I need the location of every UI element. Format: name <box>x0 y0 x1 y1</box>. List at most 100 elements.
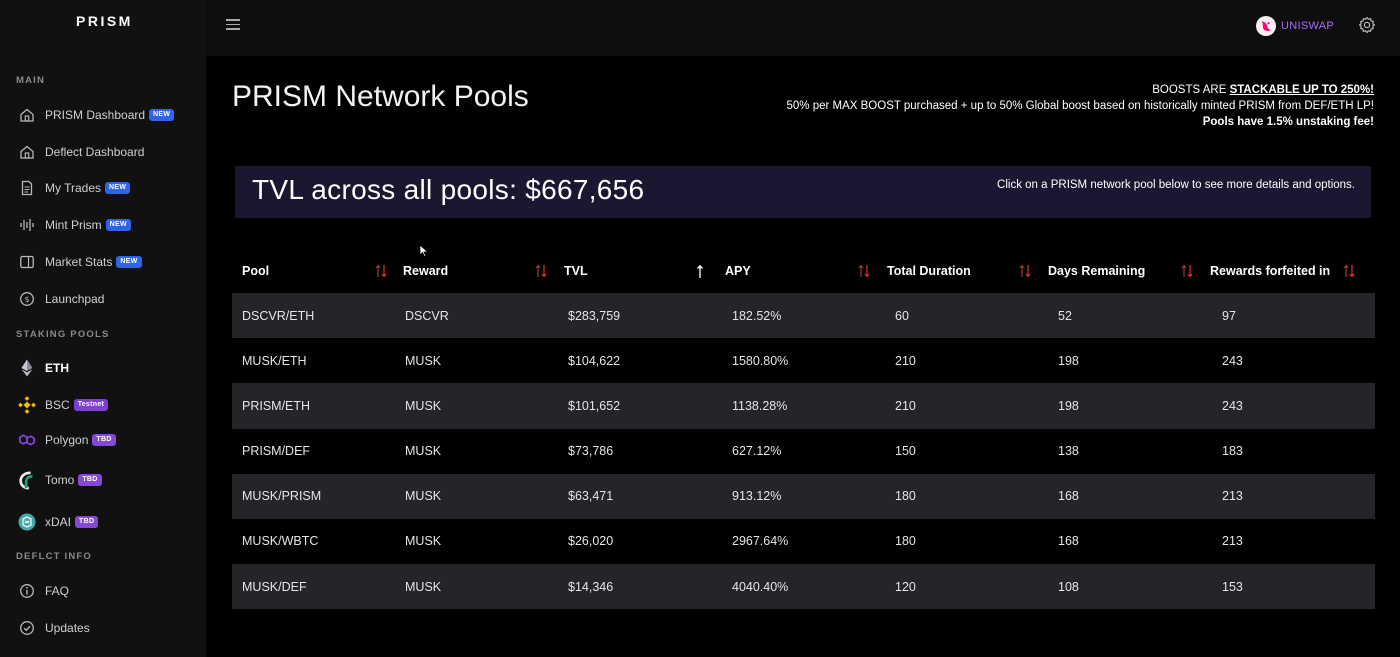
tvl-banner: TVL across all pools: $667,656 Click on … <box>235 166 1371 218</box>
cell-apy: 4040.40% <box>732 579 789 594</box>
testnet-badge: Testnet <box>73 399 109 411</box>
table-row[interactable]: PRISM/DEF MUSK $73,786 627.12% 150 138 1… <box>232 428 1375 474</box>
cell-rewards-forfeited: 213 <box>1222 534 1243 549</box>
cell-tvl: $26,020 <box>568 534 614 549</box>
sort-icon[interactable] <box>857 263 871 279</box>
document-icon <box>18 179 36 197</box>
table-header: Pool Reward TVL APY Total Duration Days … <box>232 248 1375 293</box>
sidebar-item-label: PRISM Dashboard <box>45 108 146 122</box>
cell-tvl: $101,652 <box>568 398 621 413</box>
network-selector[interactable]: UNISWAP <box>1256 16 1334 36</box>
sidebar-item-updates[interactable]: Updates <box>18 616 90 640</box>
cell-apy: 913.12% <box>732 489 782 504</box>
cell-total-duration: 150 <box>895 444 916 459</box>
sidebar-item-my-trades[interactable]: My Trades NEW <box>18 176 131 200</box>
column-header-label: Pool <box>242 263 270 278</box>
column-header-reward[interactable]: Reward <box>403 248 448 293</box>
column-header-rewards-forfeited[interactable]: Rewards forfeited in <box>1210 248 1330 293</box>
cell-total-duration: 60 <box>895 308 909 323</box>
unstaking-fee-note: Pools have 1.5% unstaking fee! <box>1202 116 1374 128</box>
column-header-apy[interactable]: APY <box>725 248 751 293</box>
cell-days-remaining: 198 <box>1058 353 1079 368</box>
table-row[interactable]: MUSK/PRISM MUSK $63,471 913.12% 180 168 … <box>232 473 1375 519</box>
table-row[interactable]: PRISM/ETH MUSK $101,652 1138.28% 210 198… <box>232 383 1375 429</box>
cell-rewards-forfeited: 183 <box>1222 444 1243 459</box>
cell-days-remaining: 108 <box>1058 579 1079 594</box>
info-icon <box>18 582 36 600</box>
sidebar-item-deflect-dashboard[interactable]: Deflect Dashboard <box>18 140 144 164</box>
sidebar-item-label: My Trades <box>45 181 102 195</box>
column-header-tvl[interactable]: TVL <box>564 248 588 293</box>
chart-icon <box>18 253 36 271</box>
cell-pool: PRISM/DEF <box>242 444 311 459</box>
sort-icon[interactable] <box>1180 263 1194 279</box>
cell-days-remaining: 168 <box>1058 489 1079 504</box>
sidebar-item-label: Market Stats <box>45 255 113 269</box>
cell-rewards-forfeited: 153 <box>1222 579 1243 594</box>
sort-icon[interactable] <box>1342 263 1356 279</box>
column-header-label: Total Duration <box>887 263 971 278</box>
column-header-label: Rewards forfeited in <box>1210 263 1331 278</box>
sort-icon[interactable] <box>374 263 388 279</box>
sidebar-item-label: Tomo <box>45 473 75 487</box>
section-label-deflct-info: DEFLCT INFO <box>16 551 92 562</box>
boost-line-2: 50% per MAX BOOST purchased + up to 50% … <box>786 100 1374 112</box>
cell-days-remaining: 138 <box>1058 444 1079 459</box>
app-logo[interactable]: PRISM <box>76 13 133 29</box>
table-row[interactable]: MUSK/WBTC MUSK $26,020 2967.64% 180 168 … <box>232 518 1375 565</box>
sidebar-item-eth[interactable]: ETH <box>18 356 69 380</box>
sidebar-item-launchpad[interactable]: $ Launchpad <box>18 287 104 311</box>
column-header-total-duration[interactable]: Total Duration <box>887 248 971 293</box>
uniswap-icon <box>1256 16 1276 36</box>
column-header-days-remaining[interactable]: Days Remaining <box>1048 248 1145 293</box>
cell-apy: 2967.64% <box>732 534 789 549</box>
column-header-pool[interactable]: Pool <box>242 248 269 293</box>
home-icon <box>18 106 36 124</box>
table-row[interactable]: DSCVR/ETH DSCVR $283,759 182.52% 60 52 9… <box>232 293 1375 339</box>
cell-rewards-forfeited: 243 <box>1222 353 1243 368</box>
sidebar-item-market-stats[interactable]: Market Stats NEW <box>18 250 142 274</box>
cell-days-remaining: 52 <box>1058 308 1072 323</box>
new-badge: NEW <box>105 219 131 231</box>
cell-total-duration: 210 <box>895 398 916 413</box>
cell-total-duration: 210 <box>895 353 916 368</box>
new-badge: NEW <box>105 182 131 194</box>
cell-apy: 627.12% <box>732 444 782 459</box>
pools-table: Pool Reward TVL APY Total Duration Days … <box>232 248 1375 610</box>
cell-pool: PRISM/ETH <box>242 398 311 413</box>
sidebar-item-label: Polygon <box>45 433 89 447</box>
cell-rewards-forfeited: 213 <box>1222 489 1243 504</box>
boost-highlight: STACKABLE UP TO 250%! <box>1229 84 1374 96</box>
cell-pool: MUSK/ETH <box>242 353 307 368</box>
gear-icon[interactable] <box>1358 16 1376 34</box>
cell-rewards-forfeited: 243 <box>1222 398 1243 413</box>
menu-icon[interactable] <box>226 19 240 33</box>
column-header-label: TVL <box>564 263 588 278</box>
sort-icon[interactable] <box>1018 263 1032 279</box>
sidebar-item-faq[interactable]: FAQ <box>18 579 69 603</box>
sidebar-item-label: xDAI <box>45 515 72 529</box>
tvl-hint: Click on a PRISM network pool below to s… <box>997 179 1355 191</box>
sort-icon[interactable] <box>534 263 548 279</box>
ethereum-icon <box>18 359 36 377</box>
sidebar-item-bsc[interactable]: BSC Testnet <box>18 393 109 417</box>
svg-text:$: $ <box>24 295 29 304</box>
sidebar-item-xdai[interactable]: xDAI TBD <box>18 510 99 534</box>
sidebar-item-mint-prism[interactable]: Mint Prism NEW <box>18 213 131 237</box>
sidebar-item-polygon[interactable]: Polygon TBD <box>18 428 116 452</box>
home-icon <box>18 143 36 161</box>
column-header-label: APY <box>725 263 751 278</box>
cell-tvl: $104,622 <box>568 353 621 368</box>
sidebar-item-tomo[interactable]: Tomo TBD <box>18 468 102 492</box>
tomo-icon <box>18 471 36 490</box>
cell-tvl: $14,346 <box>568 579 614 594</box>
cell-apy: 1580.80% <box>732 353 789 368</box>
binance-icon <box>18 396 36 414</box>
cell-reward: MUSK <box>405 534 442 549</box>
sidebar-item-prism-dashboard[interactable]: PRISM Dashboard NEW <box>18 103 175 127</box>
table-row[interactable]: MUSK/ETH MUSK $104,622 1580.80% 210 198 … <box>232 338 1375 384</box>
cell-tvl: $73,786 <box>568 444 614 459</box>
sort-up-icon[interactable] <box>693 263 707 279</box>
cell-reward: MUSK <box>405 489 442 504</box>
table-row[interactable]: MUSK/DEF MUSK $14,346 4040.40% 120 108 1… <box>232 564 1375 610</box>
